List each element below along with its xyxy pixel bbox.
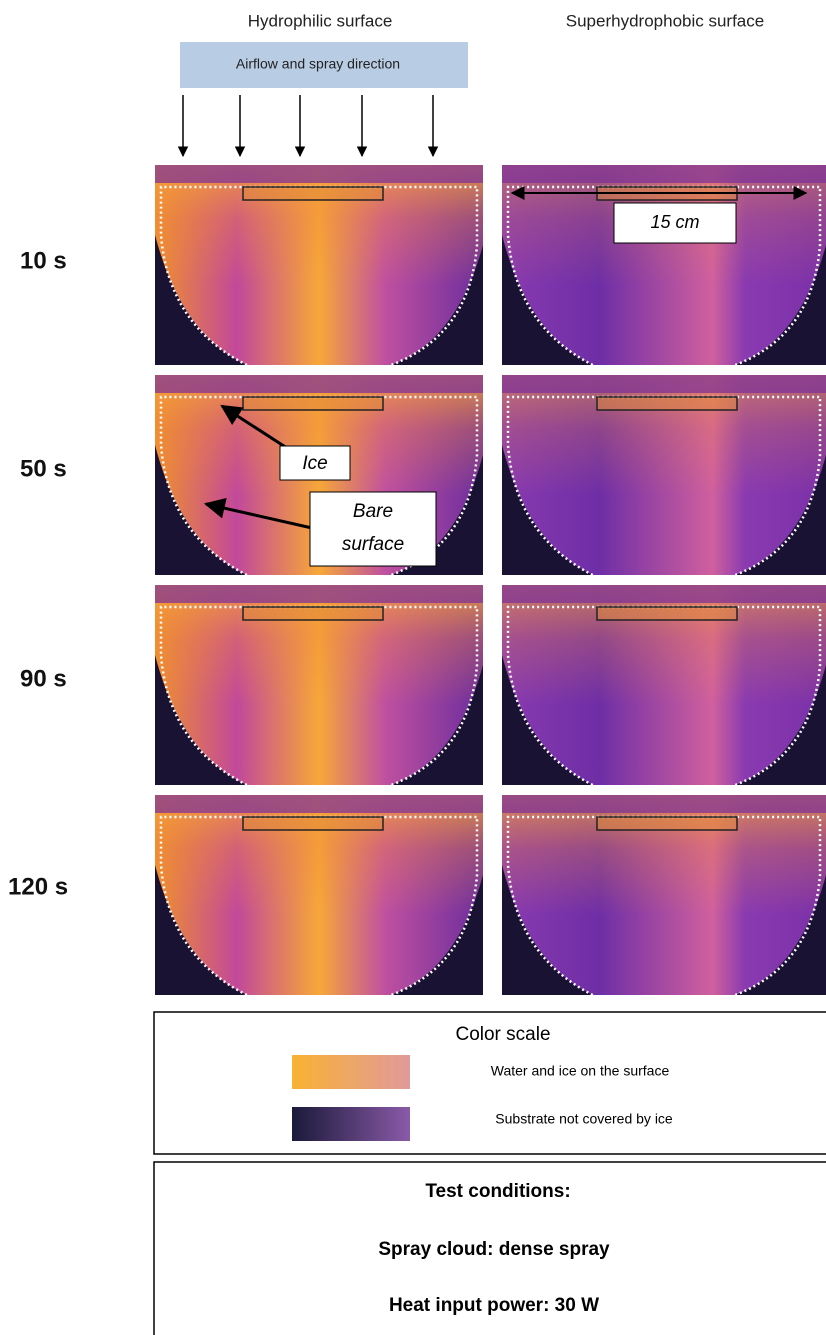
image-top-glow [502,585,826,705]
surface-outline [506,815,822,997]
dark-corner [735,665,826,785]
scale-label: 15 cm [650,212,699,232]
thermal-image [502,795,826,997]
bare-box [309,491,437,567]
dark-corner [155,655,247,785]
image-top-glow [155,795,483,915]
dark-corner [502,655,593,785]
ice-label: Ice [302,453,327,474]
image-top-glow [502,375,826,495]
bare-label: surface [342,534,404,555]
airflow-label: Airflow and spray direction [236,56,400,72]
thermal-image [502,375,826,577]
color-swatch [292,1055,410,1089]
image-edge [155,165,483,183]
surface-outline [159,605,479,787]
color-scale-entry: Substrate not covered by ice [495,1111,673,1127]
dark-corner [502,445,593,575]
heater [242,396,384,411]
conditions-title: Test conditions: [425,1181,570,1202]
row-label: 10 s [20,247,67,274]
conditions-line: Spray cloud: dense spray [378,1239,610,1260]
column-title: Superhydrophobic surface [566,11,764,30]
image-edge [502,375,826,393]
thermal-image [502,165,826,367]
surface-outline [159,185,479,367]
dark-corner [391,875,483,995]
heater [596,606,738,621]
dark-corner [735,875,826,995]
heater [596,396,738,411]
conditions-box [153,1161,826,1335]
heater [242,186,384,201]
surface-outline [506,185,822,367]
thermal-images [155,165,826,997]
row-label: 90 s [20,665,67,692]
dark-corner [155,235,247,365]
image-top-glow [155,585,483,705]
dark-corner [735,455,826,575]
column-title: Hydrophilic surface [248,11,393,30]
conditions-line: Heat input power: 30 W [389,1295,599,1316]
thermal-image [155,585,483,787]
dark-corner [391,455,483,575]
bare-label: Bare [353,501,393,522]
thermal-image [155,165,483,367]
ice-arrow [220,404,291,452]
color-scale-entry: Water and ice on the surface [491,1063,670,1079]
color-scale-title: Color scale [455,1024,550,1045]
color-swatch [292,1107,410,1141]
scale-box [613,202,737,244]
image-edge [155,585,483,603]
thermal-image [502,585,826,787]
surface-outline [506,605,822,787]
surface-outline [159,815,479,997]
thermal-image [155,795,483,997]
airflow-box [180,42,468,88]
heater [596,816,738,831]
surface-outline [506,395,822,577]
dark-corner [502,865,593,995]
dark-corner [155,865,247,995]
dark-corner [391,245,483,365]
heater [242,606,384,621]
dark-corner [155,445,247,575]
row-label: 50 s [20,455,67,482]
image-top-glow [502,795,826,915]
dark-corner [391,665,483,785]
image-edge [502,795,826,813]
surface-outline [159,395,479,577]
image-edge [155,375,483,393]
image-edge [502,165,826,183]
image-top-glow [155,165,483,285]
image-edge [502,585,826,603]
dark-corner [502,235,593,365]
bare-arrow [203,497,313,530]
airflow-arrows [177,95,439,158]
color-scale-box [153,1011,826,1155]
row-label: 120 s [8,873,68,900]
dark-corner [735,245,826,365]
image-edge [155,795,483,813]
ice-box [279,445,351,481]
heater [242,816,384,831]
